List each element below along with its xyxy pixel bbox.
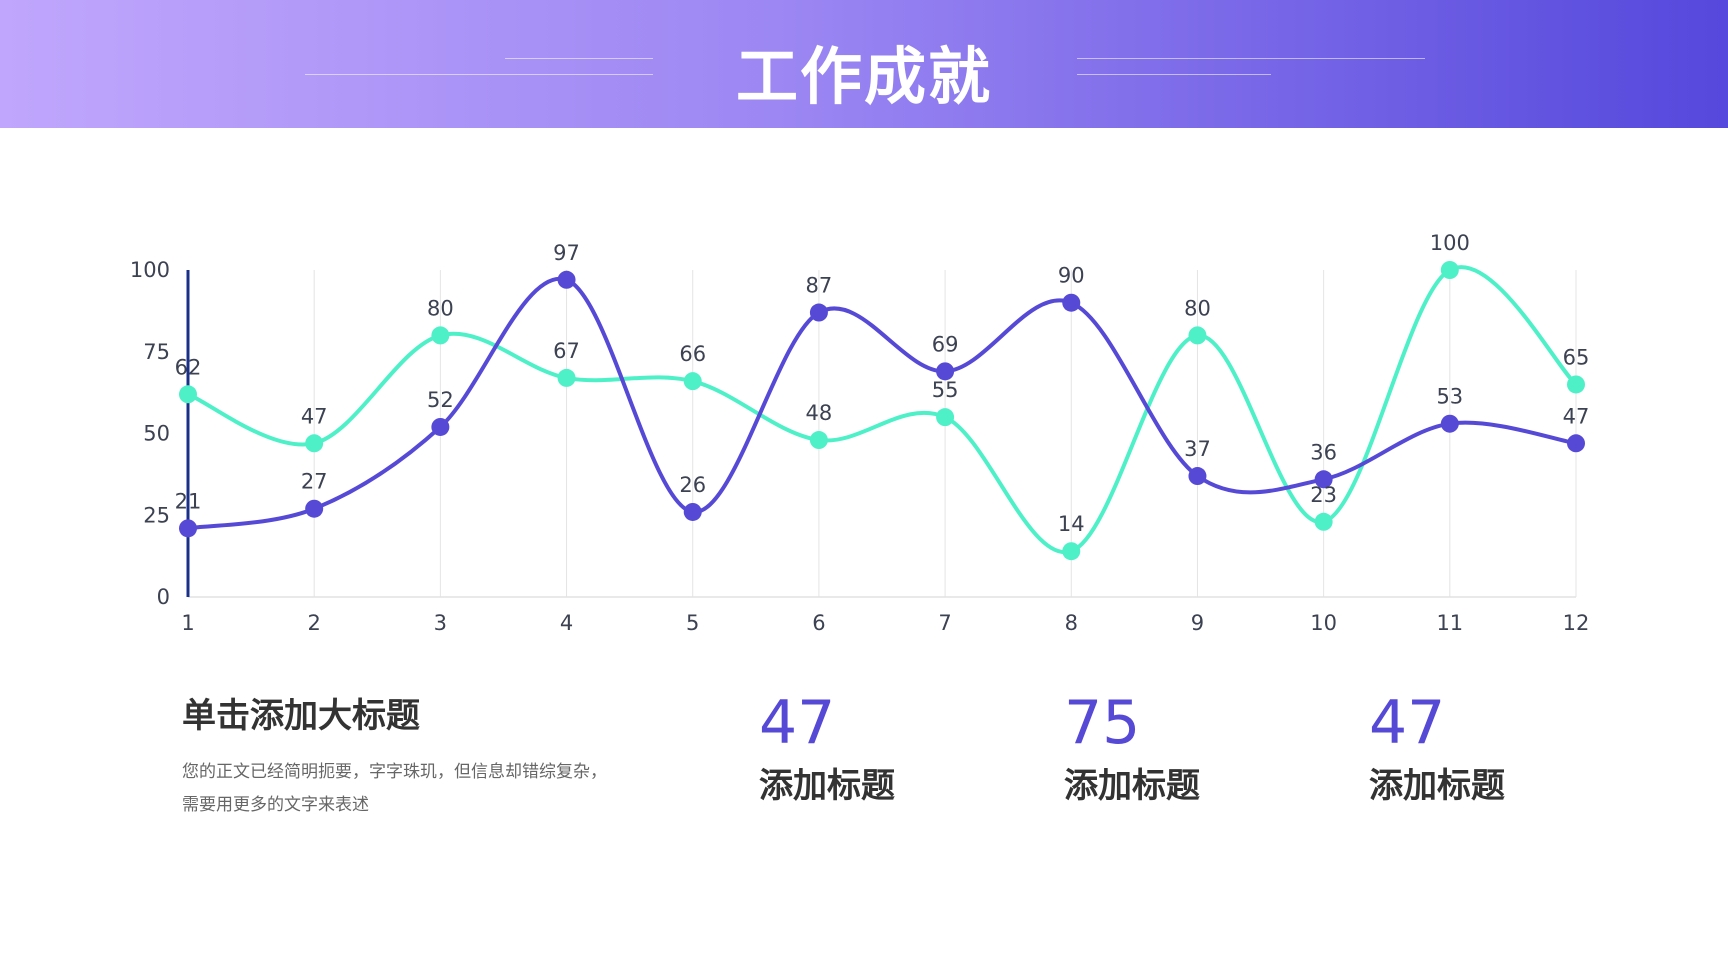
- data-point: [809, 303, 828, 322]
- y-tick-label: 75: [143, 340, 170, 364]
- stat-label: 添加标题: [1064, 766, 1200, 806]
- decor-line: [1077, 74, 1271, 75]
- data-point: [1440, 414, 1459, 433]
- data-label: 67: [553, 339, 580, 363]
- stat-label: 添加标题: [1369, 766, 1505, 806]
- data-label: 48: [806, 401, 833, 425]
- y-tick-label: 0: [157, 585, 170, 609]
- data-point: [305, 499, 324, 518]
- data-label: 100: [1430, 231, 1470, 255]
- decor-line: [1077, 58, 1425, 59]
- x-tick-label: 8: [1065, 611, 1078, 635]
- stat-card-2: 75 添加标题: [1064, 690, 1324, 807]
- data-label: 65: [1563, 345, 1590, 369]
- section-title: 单击添加大标题: [182, 696, 420, 736]
- data-point: [809, 431, 828, 450]
- x-tick-label: 11: [1436, 611, 1463, 635]
- stat-card-3: 47 添加标题: [1369, 690, 1629, 807]
- data-label: 23: [1310, 483, 1337, 507]
- x-tick-label: 7: [938, 611, 951, 635]
- data-point: [179, 519, 197, 538]
- decor-line: [305, 74, 653, 75]
- stat-value: 75: [1064, 688, 1141, 758]
- data-label: 97: [553, 241, 580, 265]
- x-tick-label: 6: [812, 611, 825, 635]
- data-label: 53: [1436, 385, 1463, 409]
- data-label: 26: [679, 473, 706, 497]
- x-tick-label: 1: [181, 611, 194, 635]
- data-point: [431, 326, 450, 345]
- page-title: 工作成就: [735, 40, 992, 113]
- data-point: [179, 385, 197, 404]
- data-point: [557, 368, 576, 387]
- x-tick-label: 9: [1191, 611, 1204, 635]
- data-point: [1188, 467, 1207, 486]
- data-label: 69: [932, 332, 959, 356]
- x-tick-label: 2: [307, 611, 320, 635]
- data-point: [1567, 375, 1585, 394]
- data-point: [683, 502, 702, 521]
- data-point: [431, 417, 450, 436]
- data-label: 90: [1058, 264, 1085, 288]
- data-point: [683, 372, 702, 391]
- data-label: 27: [301, 470, 328, 494]
- data-point: [1062, 293, 1081, 312]
- series-line: [186, 265, 1578, 555]
- header-banner: 工作成就: [0, 0, 1728, 128]
- stat-card-1: 47 添加标题: [759, 690, 1019, 807]
- data-label: 66: [679, 342, 706, 366]
- x-tick-label: 10: [1310, 611, 1337, 635]
- data-label: 62: [175, 355, 202, 379]
- data-point: [1188, 326, 1207, 345]
- y-tick-label: 50: [143, 422, 170, 446]
- y-tick-label: 100: [130, 258, 170, 282]
- x-tick-label: 4: [560, 611, 573, 635]
- decor-line: [505, 58, 653, 59]
- x-tick-label: 3: [434, 611, 447, 635]
- data-label: 36: [1310, 440, 1337, 464]
- data-label: 37: [1184, 437, 1211, 461]
- y-tick-label: 25: [143, 503, 170, 527]
- data-label: 52: [427, 388, 454, 412]
- x-tick-label: 12: [1563, 611, 1590, 635]
- stat-value: 47: [1369, 688, 1446, 758]
- data-label: 80: [427, 296, 454, 320]
- data-label: 47: [301, 404, 328, 428]
- stat-label: 添加标题: [759, 766, 895, 806]
- series-line: [186, 276, 1578, 531]
- data-label: 47: [1563, 404, 1590, 428]
- data-point: [1567, 434, 1585, 453]
- data-point: [936, 362, 955, 381]
- data-point: [557, 270, 576, 289]
- data-label: 80: [1184, 296, 1211, 320]
- x-tick-label: 5: [686, 611, 699, 635]
- data-point: [1062, 542, 1081, 561]
- data-label: 87: [806, 274, 833, 298]
- data-label: 55: [932, 378, 959, 402]
- data-point: [936, 408, 955, 427]
- data-label: 21: [175, 489, 202, 513]
- data-point: [1440, 261, 1459, 279]
- data-point: [1314, 470, 1333, 489]
- data-point: [1314, 512, 1333, 531]
- data-point: [305, 434, 324, 453]
- data-label: 14: [1058, 512, 1085, 536]
- section-body-text: 您的正文已经简明扼要，字字珠玑，但信息却错综复杂，需要用更多的文字来表述: [182, 762, 607, 815]
- stat-value: 47: [759, 688, 836, 758]
